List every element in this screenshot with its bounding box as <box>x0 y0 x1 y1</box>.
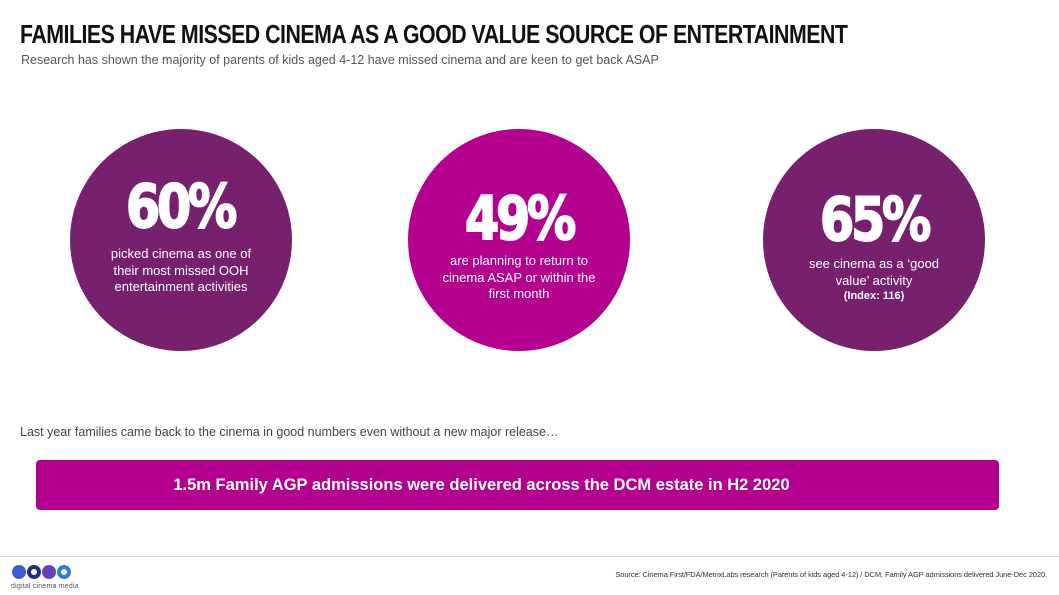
footer-divider <box>0 556 1059 557</box>
stat-circle-missed: 60% picked cinema as one of their most m… <box>70 129 292 351</box>
stat-description: picked cinema as one of their most misse… <box>110 246 252 294</box>
stat-value: 65% <box>819 185 932 255</box>
highlight-banner: 1.5m Family AGP admissions were delivere… <box>36 460 999 510</box>
page-title: FAMILIES HAVE MISSED CINEMA AS A GOOD VA… <box>20 19 848 49</box>
banner-text: 1.5m Family AGP admissions were delivere… <box>173 475 790 494</box>
stat-index: (Index: 116) <box>843 290 905 302</box>
source-note: Source: Cinema First/FDA/MetrixLabs rese… <box>615 570 1047 579</box>
logo-mark-icon <box>12 565 71 579</box>
stat-description: see cinema as a ‘good value’ activity <box>808 256 940 288</box>
stat-value: 49% <box>464 184 577 254</box>
logo-text: digital cinema media <box>11 583 79 590</box>
stat-value: 60% <box>125 172 238 242</box>
page-subtitle: Research has shown the majority of paren… <box>21 53 659 67</box>
dcm-logo: digital cinema media <box>10 562 90 592</box>
stat-circle-return: 49% are planning to return to cinema ASA… <box>408 129 630 351</box>
stat-circle-good-value: 65% see cinema as a ‘good value’ activit… <box>763 129 985 351</box>
context-note: Last year families came back to the cine… <box>20 425 559 439</box>
stat-description: are planning to return to cinema ASAP or… <box>442 253 596 301</box>
